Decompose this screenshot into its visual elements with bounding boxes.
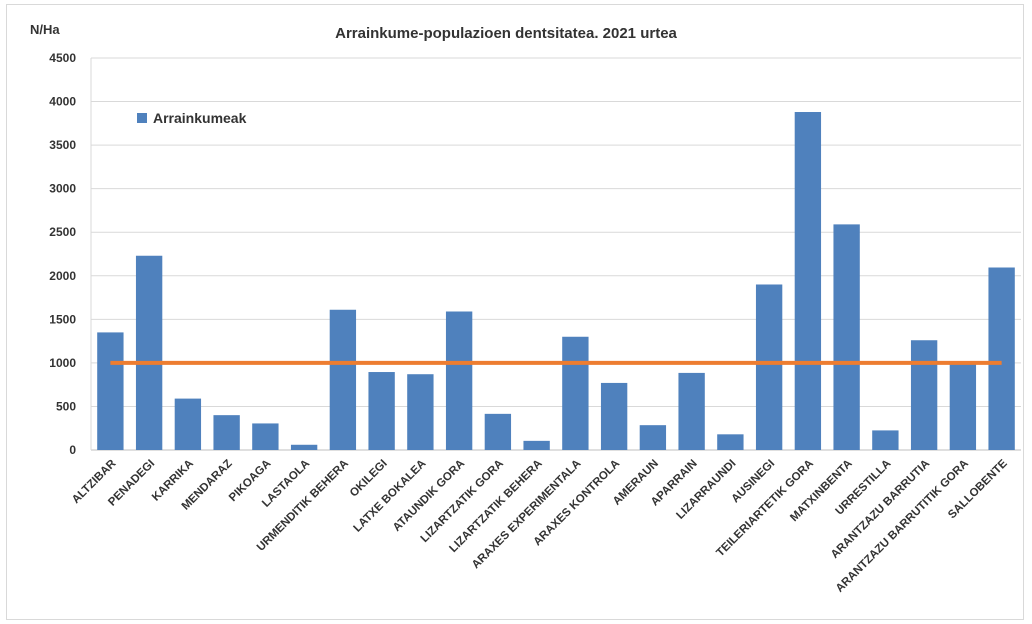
y-axis-ticks: 0 500 1000 1500 2000 2500 3000 3500 4000 4500 xyxy=(49,51,76,457)
legend: Arrainkumeak xyxy=(137,110,247,126)
bar xyxy=(949,363,977,450)
bar xyxy=(484,413,512,450)
bar xyxy=(872,430,899,450)
x-tick-label: ATAUNDIK GORA xyxy=(391,458,467,534)
y-tick-label: 4500 xyxy=(49,51,76,65)
bar xyxy=(290,444,318,450)
y-tick-label: 3500 xyxy=(49,138,76,152)
x-tick-label: LATXE BOKALEA xyxy=(351,458,428,535)
y-tick-label: 4000 xyxy=(49,95,76,109)
gridlines xyxy=(90,57,1021,451)
bar xyxy=(174,398,202,450)
bar xyxy=(600,382,628,450)
y-tick-label: 500 xyxy=(56,399,76,413)
bar xyxy=(678,372,705,450)
chart-title: Arrainkume-populazioen dentsitatea. 2021… xyxy=(335,25,677,42)
bar xyxy=(252,423,279,450)
bar xyxy=(135,255,163,450)
bar xyxy=(445,311,473,450)
bar xyxy=(213,415,240,450)
y-tick-label: 2000 xyxy=(49,269,76,283)
y-tick-label: 3000 xyxy=(49,182,76,196)
x-axis-ticks: ALTZIBARPENADEGIKARRIKAMENDARAZPIKOAGALA… xyxy=(70,457,1010,595)
bar xyxy=(368,372,395,450)
y-tick-label: 1000 xyxy=(49,356,76,370)
bar xyxy=(562,336,589,450)
y-tick-label: 1500 xyxy=(49,312,76,326)
bar xyxy=(97,332,124,450)
bar xyxy=(717,434,744,450)
bar xyxy=(833,224,860,450)
bar xyxy=(639,425,667,450)
bar xyxy=(794,112,822,451)
bar xyxy=(523,440,550,450)
bar xyxy=(910,340,938,450)
legend-label: Arrainkumeak xyxy=(153,110,247,126)
bar xyxy=(407,374,434,450)
y-axis-label: N/Ha xyxy=(30,22,60,37)
legend-swatch xyxy=(137,113,147,123)
bar xyxy=(988,267,1015,450)
bar xyxy=(329,309,357,450)
bars xyxy=(97,112,1015,451)
y-tick-label: 2500 xyxy=(49,225,76,239)
bar xyxy=(755,284,783,450)
y-tick-label: 0 xyxy=(69,443,76,457)
